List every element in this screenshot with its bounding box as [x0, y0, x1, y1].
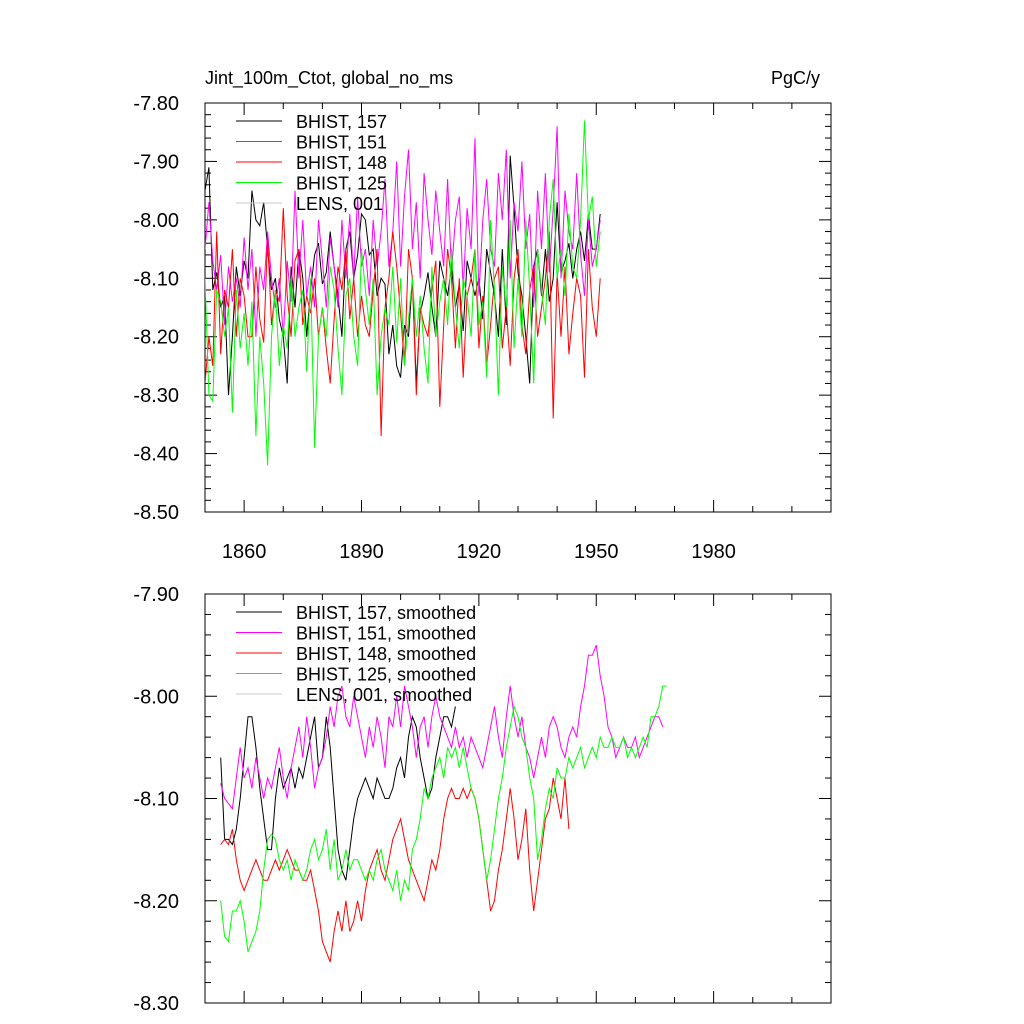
chart-title: Jint_100m_Ctot, global_no_ms: [205, 68, 453, 89]
top-y-tick-label: -7.90: [133, 151, 179, 173]
bottom-series-line-1: [220, 644, 664, 810]
bottom-legend-label: BHIST, 148, smoothed: [296, 644, 476, 664]
top-y-tick-label: -8.00: [133, 210, 179, 232]
top-x-tick-label: 1950: [574, 541, 619, 563]
top-y-tick-label: -8.20: [133, 327, 179, 349]
top-x-tick-label: 1860: [222, 541, 267, 563]
top-legend-label: BHIST, 151: [296, 133, 387, 153]
bottom-series-line-0: [220, 706, 456, 881]
top-panel: -7.80 -7.90 -8.00 -8.10 -8.20 -8.30 -8.40 -8.50…: [133, 93, 832, 563]
bottom-y-tick-label: -8.10: [133, 789, 179, 811]
bottom-legend-label: BHIST, 151, smoothed: [296, 624, 476, 644]
bottom-series-line-3: [220, 685, 667, 953]
top-x-tick-label: 1890: [339, 541, 384, 563]
top-series-line-2: [205, 208, 601, 437]
top-y-tick-label: -8.50: [133, 502, 179, 524]
bottom-legend-label: BHIST, 157, smoothed: [296, 603, 476, 623]
top-x-tick-label: 1920: [457, 541, 502, 563]
top-series-line-3: [205, 120, 601, 466]
bottom-legend-label: LENS, 001, smoothed: [296, 685, 472, 705]
bottom-legend-label: BHIST, 125, smoothed: [296, 665, 476, 685]
top-y-tick-label: -8.40: [133, 444, 179, 466]
top-series-line-1: [205, 126, 601, 337]
bottom-y-tick-label: -7.90: [133, 584, 179, 606]
top-legend-label: BHIST, 125: [296, 174, 387, 194]
top-x-tick-label: 1980: [691, 541, 736, 563]
bottom-y-tick-label: -8.20: [133, 891, 179, 913]
chart-units: PgC/y: [771, 68, 820, 88]
bottom-series-line-2: [220, 777, 570, 963]
top-y-tick-label: -7.80: [133, 93, 179, 115]
top-series-line-0: [205, 155, 601, 396]
top-legend-label: LENS, 001: [296, 194, 383, 214]
bottom-y-tick-label: -8.30: [133, 993, 179, 1015]
top-y-tick-label: -8.10: [133, 268, 179, 290]
bottom-panel: -7.90 -8.00 -8.10 -8.20 -8.30 BHIST, 157, smo…: [133, 584, 832, 1015]
top-legend-label: BHIST, 148: [296, 153, 387, 173]
top-legend-label: BHIST, 157: [296, 112, 387, 132]
bottom-y-tick-label: -8.00: [133, 686, 179, 708]
top-y-tick-label: -8.30: [133, 385, 179, 407]
